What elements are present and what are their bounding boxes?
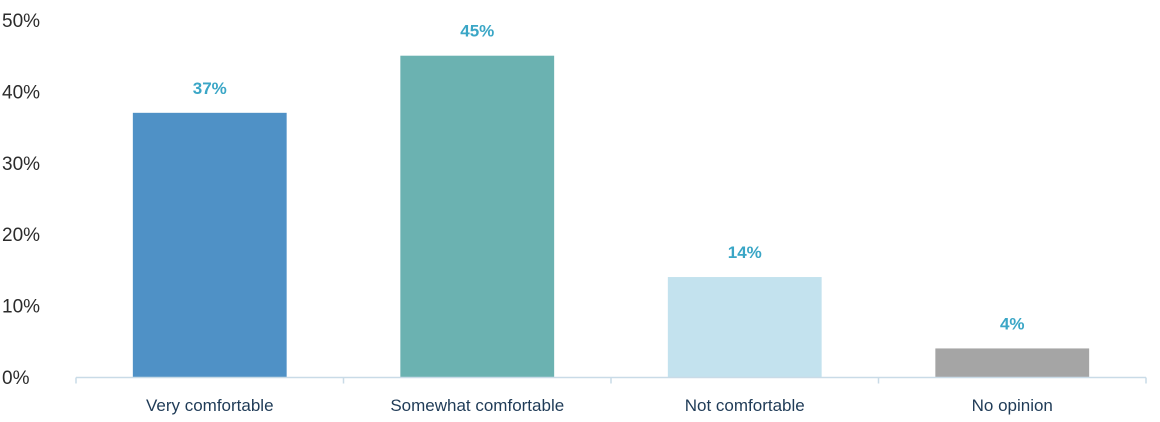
bar bbox=[667, 277, 822, 377]
data-label: 4% bbox=[1000, 314, 1025, 333]
data-label: 14% bbox=[728, 243, 762, 262]
x-tick-label: Very comfortable bbox=[146, 396, 274, 415]
x-axis: Very comfortable Somewhat comfortable Not … bbox=[75, 376, 1147, 415]
x-tick-label: No opinion bbox=[972, 396, 1053, 415]
x-tick-label: Not comfortable bbox=[685, 396, 805, 415]
bar bbox=[132, 112, 287, 377]
y-axis: 0% 10% 20% 30% 40% 50% bbox=[2, 11, 40, 389]
x-tick-label: Somewhat comfortable bbox=[390, 396, 564, 415]
bar bbox=[935, 348, 1090, 377]
y-tick-label: 10% bbox=[2, 297, 40, 318]
y-tick-label: 20% bbox=[2, 225, 40, 246]
bars-group: 37% 45% 14% 4% bbox=[132, 22, 1090, 377]
y-tick-label: 50% bbox=[2, 11, 40, 32]
data-label: 37% bbox=[193, 79, 227, 98]
data-label: 45% bbox=[460, 22, 494, 41]
y-tick-label: 0% bbox=[2, 368, 30, 389]
y-tick-label: 30% bbox=[2, 154, 40, 175]
y-tick-label: 40% bbox=[2, 82, 40, 103]
bar bbox=[400, 55, 555, 377]
